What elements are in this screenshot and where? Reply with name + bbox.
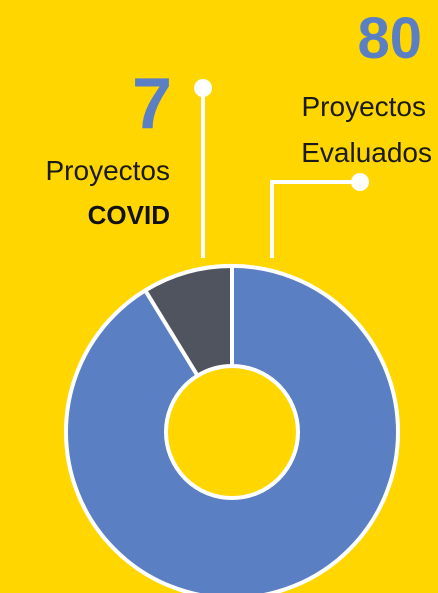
leader-line xyxy=(270,180,360,258)
category-label: COVID xyxy=(88,200,170,230)
leader-dot xyxy=(194,79,212,97)
category-label: Evaluados xyxy=(301,137,432,168)
category-label: Proyectos xyxy=(302,91,427,122)
leader-dot xyxy=(351,173,369,191)
category-label: Proyectos xyxy=(46,155,171,186)
donut-slice xyxy=(143,264,234,378)
value-label: 80 xyxy=(357,6,422,71)
value-label: 7 xyxy=(132,64,172,144)
leader-lines xyxy=(201,88,360,258)
